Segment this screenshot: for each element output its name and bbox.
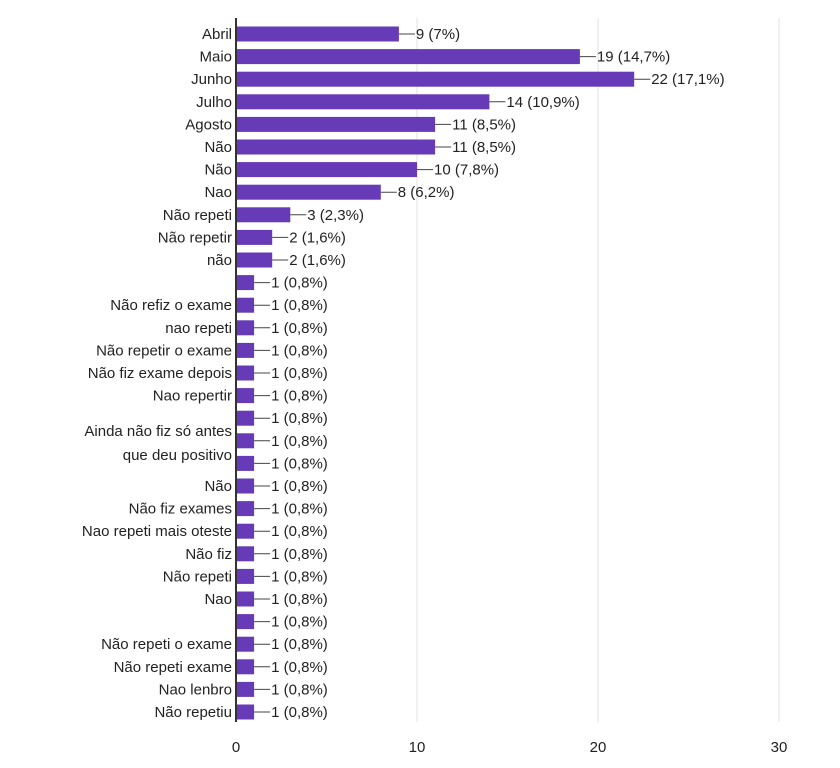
category-label: Não <box>204 139 232 156</box>
data-label: 1 (0,8%) <box>271 591 328 608</box>
bar <box>236 704 255 720</box>
category-label-wrapped: Ainda não fiz só antes <box>84 423 232 440</box>
category-label: Não repeti <box>163 568 232 585</box>
category-label: nao repeti <box>165 320 232 337</box>
bar <box>236 591 255 607</box>
bar <box>236 388 255 404</box>
data-label: 1 (0,8%) <box>271 704 328 721</box>
data-label: 1 (0,8%) <box>271 501 328 518</box>
bar <box>236 207 291 223</box>
bar <box>236 320 255 336</box>
category-label-wrapped: que deu positivo <box>123 447 232 464</box>
bar <box>236 636 255 652</box>
data-label: 1 (0,8%) <box>271 681 328 698</box>
data-label: 19 (14,7%) <box>597 49 670 66</box>
bar <box>236 523 255 539</box>
bar <box>236 342 255 358</box>
data-label: 1 (0,8%) <box>271 478 328 495</box>
data-label: 2 (1,6%) <box>289 252 346 269</box>
category-label: Não fiz exames <box>129 501 232 518</box>
bar <box>236 410 255 426</box>
data-label: 1 (0,8%) <box>271 455 328 472</box>
category-label: Nao lenbro <box>159 681 232 698</box>
data-label: 1 (0,8%) <box>271 275 328 292</box>
category-label: Não repetir <box>158 229 232 246</box>
data-label: 9 (7%) <box>416 26 460 43</box>
category-label: não <box>207 252 232 269</box>
category-label: Não repeti o exame <box>101 636 232 653</box>
x-tick-label: 30 <box>771 739 788 756</box>
data-label: 1 (0,8%) <box>271 320 328 337</box>
bar <box>236 433 255 449</box>
bar <box>236 162 417 178</box>
x-tick-label: 0 <box>232 739 240 756</box>
bar <box>236 229 273 245</box>
data-label: 14 (10,9%) <box>506 94 579 111</box>
category-label: Nao <box>204 184 232 201</box>
data-label: 1 (0,8%) <box>271 410 328 427</box>
category-label: Não <box>204 162 232 179</box>
data-label: 1 (0,8%) <box>271 342 328 359</box>
data-label: 1 (0,8%) <box>271 546 328 563</box>
data-label: 1 (0,8%) <box>271 636 328 653</box>
bar <box>236 501 255 517</box>
bar <box>236 49 580 65</box>
data-label: 8 (6,2%) <box>398 184 455 201</box>
data-label: 1 (0,8%) <box>271 659 328 676</box>
category-label: Não refiz o exame <box>110 297 232 314</box>
bar <box>236 455 255 471</box>
category-label: Não fiz exame depois <box>88 365 232 382</box>
bar <box>236 139 436 155</box>
bars <box>236 26 635 720</box>
category-label: Não repeti exame <box>114 659 232 676</box>
bar <box>236 614 255 630</box>
bar <box>236 116 436 132</box>
data-label: 22 (17,1%) <box>651 71 724 88</box>
bar <box>236 26 399 42</box>
category-label: Não <box>204 478 232 495</box>
data-label: 1 (0,8%) <box>271 433 328 450</box>
bar <box>236 94 490 110</box>
data-label: 1 (0,8%) <box>271 365 328 382</box>
bar <box>236 659 255 675</box>
data-label: 3 (2,3%) <box>307 207 364 224</box>
category-label: Junho <box>191 71 232 88</box>
category-label: Não repeti <box>163 207 232 224</box>
category-label: Nao <box>204 591 232 608</box>
data-label: 1 (0,8%) <box>271 568 328 585</box>
category-label: Maio <box>199 49 232 66</box>
data-label: 11 (8,5%) <box>452 116 516 133</box>
bar <box>236 365 255 381</box>
bar <box>236 568 255 584</box>
category-label: Não repetiu <box>154 704 232 721</box>
bar <box>236 71 635 87</box>
gridlines <box>416 18 780 722</box>
bar <box>236 478 255 494</box>
category-label: Julho <box>196 94 232 111</box>
bar <box>236 184 381 200</box>
labels: Abril 9 (7%) Maio 19 (14,7%) Junho 22 (17,1%)… <box>82 26 725 721</box>
data-label: 1 (0,8%) <box>271 388 328 405</box>
category-label: Nao repeti mais oteste <box>82 523 232 540</box>
data-label: 1 (0,8%) <box>271 523 328 540</box>
data-label: 11 (8,5%) <box>452 139 516 156</box>
data-label: 10 (7,8%) <box>434 162 499 179</box>
bar <box>236 252 273 268</box>
category-label: Não fiz <box>185 546 232 563</box>
bar <box>236 681 255 697</box>
x-tick-label: 20 <box>590 739 607 756</box>
data-label: 1 (0,8%) <box>271 297 328 314</box>
bar <box>236 297 255 313</box>
category-label: Agosto <box>185 116 232 133</box>
axes: 0 10 20 30 <box>232 18 788 756</box>
data-label: 2 (1,6%) <box>289 229 346 246</box>
bar <box>236 275 255 291</box>
category-label: Não repetir o exame <box>96 342 232 359</box>
bar <box>236 546 255 562</box>
x-tick-label: 10 <box>409 739 426 756</box>
category-label: Abril <box>202 26 232 43</box>
category-label: Nao repertir <box>153 388 232 405</box>
data-label: 1 (0,8%) <box>271 614 328 631</box>
